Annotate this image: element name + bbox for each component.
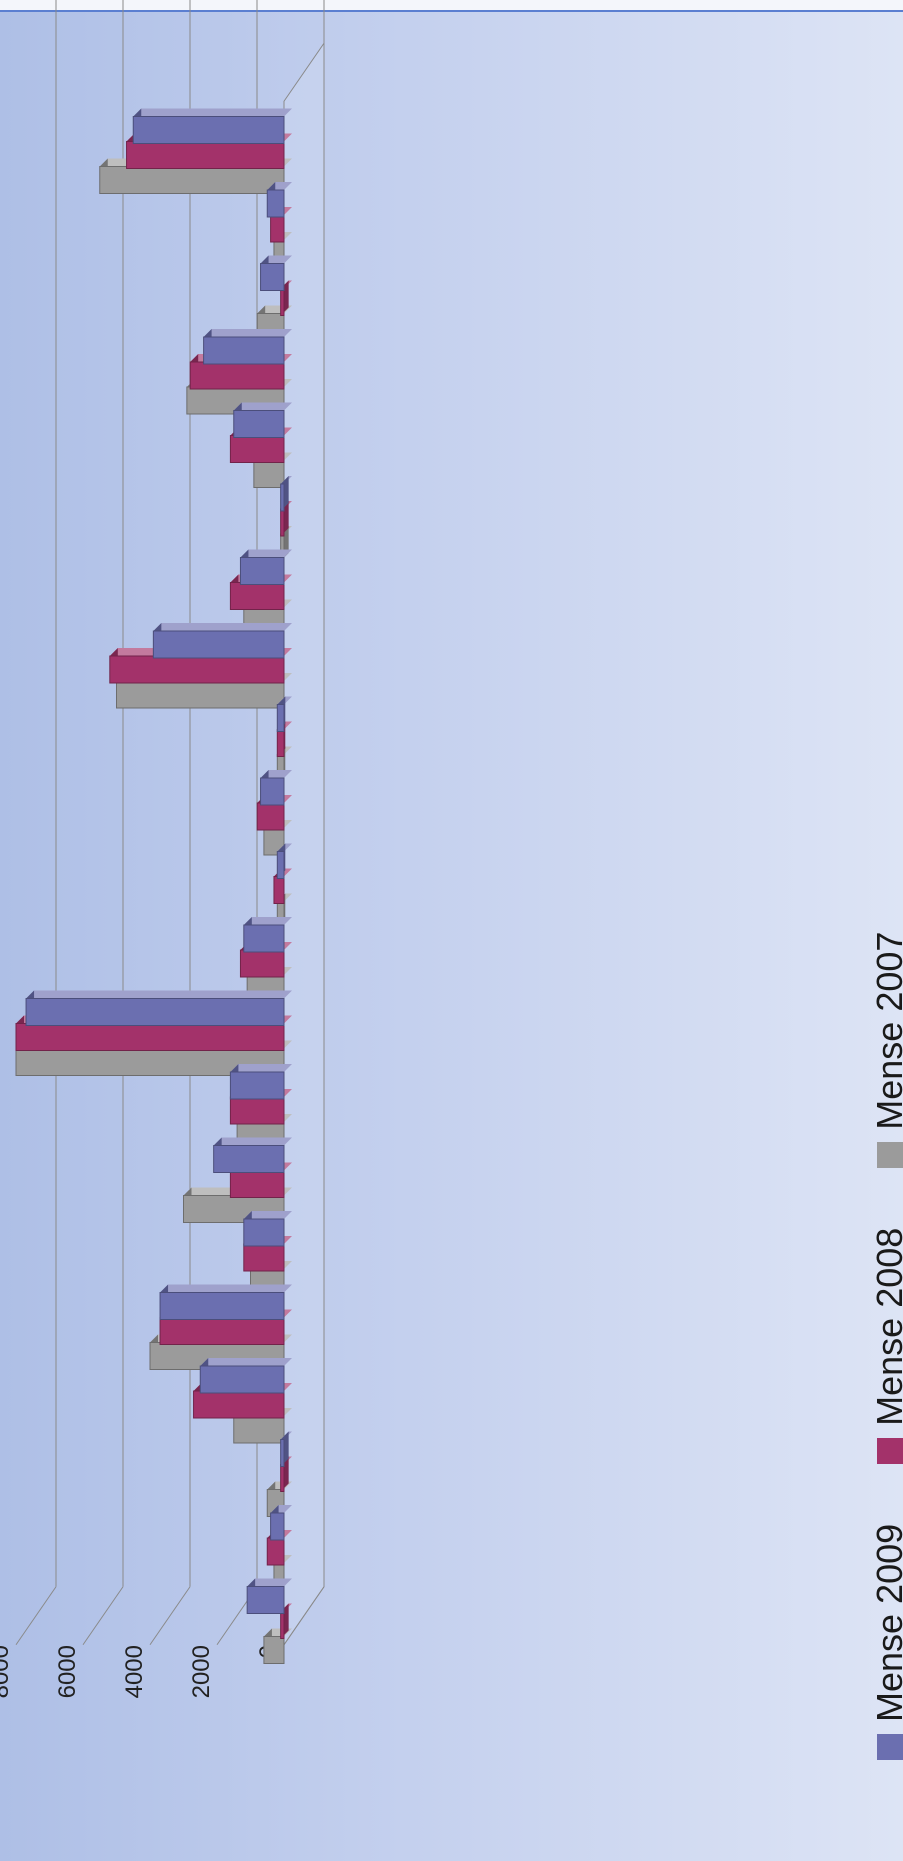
bar (253, 460, 285, 488)
legend-item: Mense 2008 (869, 1228, 903, 1464)
bar (199, 1365, 285, 1394)
gridline-floor (82, 1586, 124, 1646)
bar (229, 1170, 285, 1198)
bar (280, 1611, 285, 1639)
bar (280, 288, 285, 316)
bar (213, 1145, 285, 1173)
bar (246, 1586, 285, 1614)
bar (109, 655, 285, 684)
tick-label: 4000 (121, 1645, 148, 1698)
bar (233, 1415, 285, 1444)
legend: Mense 2009 Mense 2008 Mense 2007 (868, 932, 903, 1760)
bar-top (243, 917, 292, 925)
bar (256, 802, 285, 831)
bar-top (153, 623, 292, 631)
bar (260, 263, 285, 291)
bar-top (203, 329, 292, 337)
bar (280, 1464, 285, 1492)
tick-label: 6000 (54, 1645, 81, 1698)
bar (266, 189, 285, 218)
bar (159, 1317, 285, 1345)
bar (263, 1636, 285, 1664)
bar-top (240, 549, 292, 558)
bar (233, 410, 285, 438)
bar (276, 851, 285, 879)
legend-item: Mense 2009 (869, 1524, 903, 1760)
top-border (0, 0, 903, 12)
bar-top (160, 1284, 292, 1293)
bar-top (243, 1211, 292, 1219)
tick-label: 8000 (0, 1645, 14, 1698)
bar (203, 336, 285, 365)
legend-swatch (877, 1141, 903, 1168)
bar (270, 214, 285, 243)
bar (229, 435, 285, 463)
bar (132, 116, 285, 144)
bar-top (247, 1578, 292, 1587)
legend-swatch (877, 1734, 903, 1760)
bar (260, 777, 285, 806)
bar (243, 1218, 285, 1247)
legend-item: Mense 2007 (869, 932, 903, 1168)
bar-top (26, 990, 293, 999)
bar (280, 508, 285, 537)
gridline-floor (149, 1586, 191, 1646)
gridline-floor (283, 1586, 325, 1646)
bar (239, 949, 285, 978)
bar (152, 630, 285, 659)
bar (243, 1243, 285, 1272)
tick-label: 2000 (188, 1645, 215, 1698)
bar (270, 1512, 285, 1541)
bar (266, 1537, 285, 1566)
legend-swatch (877, 1437, 903, 1464)
bar (189, 361, 285, 390)
bar (229, 1096, 285, 1125)
bar-top (200, 1358, 292, 1366)
bar (243, 924, 285, 953)
bar (229, 582, 285, 610)
bar (239, 557, 285, 585)
bar-top (133, 108, 292, 117)
bar (273, 876, 285, 904)
legend-label: Mense 2007 (869, 931, 903, 1130)
legend-label: Mense 2008 (869, 1227, 903, 1426)
bar (126, 141, 285, 169)
bar (99, 166, 285, 194)
bar (276, 729, 285, 757)
bar-top (230, 1064, 292, 1072)
bar-top (233, 402, 292, 411)
bar (193, 1390, 285, 1419)
legend-label: Mense 2009 (869, 1523, 903, 1722)
bar-top (213, 1137, 292, 1146)
bar (159, 1292, 285, 1320)
gridline-floor (15, 1586, 57, 1646)
bar (116, 680, 285, 709)
bar (229, 1071, 285, 1100)
bar (276, 704, 285, 732)
bar (280, 483, 285, 512)
bar (15, 1023, 285, 1051)
bar (25, 998, 285, 1026)
bar (280, 1439, 285, 1467)
